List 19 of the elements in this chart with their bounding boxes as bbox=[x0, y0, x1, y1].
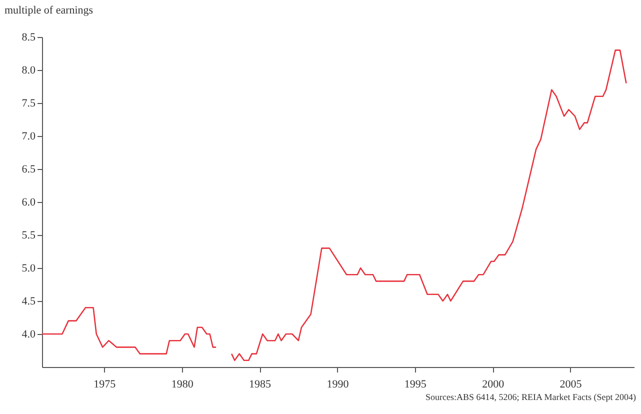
y-tick-label: 8.0 bbox=[22, 64, 36, 76]
x-tick-label: 1985 bbox=[249, 378, 272, 390]
y-tick-label: 6.0 bbox=[22, 196, 36, 208]
y-tick-label: 8.5 bbox=[22, 32, 36, 44]
y-tick-label: 7.0 bbox=[22, 130, 36, 142]
source-note: Sources:ABS 6414, 5206; REIA Market Facts (Sept 2004) bbox=[426, 392, 636, 402]
y-tick-label: 7.5 bbox=[22, 98, 36, 110]
x-tick-label: 1990 bbox=[326, 378, 350, 390]
y-tick-label: 5.5 bbox=[22, 230, 36, 242]
y-tick-label: 5.0 bbox=[22, 262, 36, 274]
x-tick-label: 2000 bbox=[482, 378, 505, 390]
x-tick-label: 1975 bbox=[94, 378, 116, 390]
x-tick-label: 1980 bbox=[171, 378, 194, 390]
y-tick-label: 6.5 bbox=[22, 164, 36, 176]
x-tick-label: 1995 bbox=[404, 378, 427, 390]
x-tick-label: 2005 bbox=[560, 378, 582, 390]
y-axis-title: multiple of earnings bbox=[4, 4, 94, 16]
y-tick-label: 4.0 bbox=[22, 328, 36, 340]
y-tick-label: 4.5 bbox=[22, 296, 36, 308]
